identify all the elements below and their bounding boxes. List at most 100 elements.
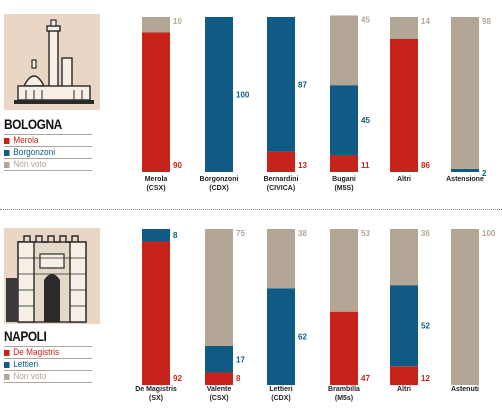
- bar-segment: [267, 151, 295, 172]
- bar-value-label: 11: [361, 161, 370, 170]
- category-label: Altri: [397, 176, 411, 183]
- bar-value-label: 13: [298, 161, 307, 170]
- napoli-castle-illustration: [4, 228, 100, 324]
- bar-segment: [330, 311, 358, 385]
- category-label: De Magistris: [135, 386, 177, 393]
- bar-value-label: 86: [421, 161, 430, 170]
- bar-value-label: 100: [482, 229, 496, 238]
- towers-icon: [4, 14, 100, 110]
- category-label: (CDX): [271, 395, 290, 402]
- legend-swatch: [4, 162, 10, 168]
- section-divider: [0, 209, 502, 210]
- category-label: Lettieri: [269, 386, 292, 393]
- bar-segment: [390, 17, 418, 39]
- category-label: Altri: [397, 386, 411, 393]
- category-label: (M5S): [334, 185, 353, 192]
- bar-value-label: 12: [421, 374, 430, 383]
- bar-value-label: 8: [173, 231, 178, 240]
- legend-label: Lettieri: [13, 359, 39, 369]
- bar-value-label: 53: [361, 229, 370, 238]
- bar-value-label: 87: [298, 80, 307, 89]
- bar-value-label: 92: [173, 374, 182, 383]
- bar-segment: [142, 32, 170, 172]
- bologna-panel: BOLOGNA Merola Borgonzoni Non voto 90 10 M…: [0, 0, 502, 205]
- bar-segment: [330, 154, 358, 172]
- legend-item: Non voto: [4, 370, 93, 383]
- bar-segment: [205, 346, 233, 373]
- legend-swatch: [4, 362, 10, 368]
- bar-value-label: 36: [421, 229, 430, 238]
- category-label: (CSX): [209, 395, 228, 402]
- legend-item: Borgonzoni: [4, 146, 93, 158]
- legend-label: Merola: [13, 135, 39, 145]
- legend-item: Lettieri: [4, 358, 93, 370]
- bar-value-label: 52: [421, 322, 430, 331]
- bar-segment: [330, 15, 358, 86]
- bar-segment: [451, 168, 479, 172]
- category-label: Bugani: [332, 176, 356, 183]
- bar-value-label: 62: [298, 333, 307, 342]
- category-label: (CDX): [209, 185, 228, 192]
- bar-value-label: 8: [236, 374, 241, 383]
- legend-swatch: [4, 374, 10, 380]
- bologna-towers-illustration: [4, 14, 100, 110]
- legend-swatch: [4, 350, 10, 356]
- legend-item: De Magistris: [4, 346, 93, 358]
- legend-swatch: [4, 138, 10, 144]
- category-label: Bernardini: [263, 176, 298, 183]
- category-label: (M5s): [335, 395, 353, 402]
- bar-value-label: 75: [236, 229, 245, 238]
- bar-segment: [330, 229, 358, 312]
- bar-segment: [205, 229, 233, 346]
- bar-value-label: 45: [361, 116, 370, 125]
- legend-label: Non voto: [13, 159, 47, 169]
- bar-segment: [267, 17, 295, 152]
- bar-segment: [390, 229, 418, 286]
- category-label: (SX): [149, 395, 163, 402]
- bar-value-label: 10: [173, 17, 182, 26]
- bar-value-label: 2: [482, 169, 487, 178]
- bar-segment: [267, 288, 295, 385]
- bar-segment: [267, 229, 295, 289]
- legend-item: Merola: [4, 134, 93, 146]
- bar-value-label: 90: [173, 161, 182, 170]
- napoli-stacked-bar-chart: 92 8 De Magistris (SX) 8 17 75 Valente (CSX) 62 38…: [135, 229, 496, 402]
- legend-napoli: De Magistris Lettieri Non voto: [4, 346, 100, 383]
- bologna-stacked-bar-chart: 90 10 Merola (CSX) 100 Borgonzoni (CDX) 13 87 Ber…: [142, 15, 491, 192]
- category-label: (CIVICA): [267, 185, 295, 192]
- castle-icon: [4, 228, 100, 324]
- bar-segment: [390, 38, 418, 173]
- city-title-napoli: NAPOLI: [4, 328, 47, 344]
- category-label: (CSX): [146, 185, 165, 192]
- bar-segment: [205, 17, 233, 172]
- napoli-panel: NAPOLI De Magistris Lettieri Non voto 92…: [0, 210, 502, 420]
- bar-value-label: 17: [236, 355, 245, 364]
- category-label: Astensione: [446, 176, 484, 183]
- bar-segment: [330, 85, 358, 155]
- bar-segment: [142, 17, 170, 33]
- city-title-bologna: BOLOGNA: [4, 116, 62, 132]
- legend-item: Non voto: [4, 158, 93, 171]
- bar-segment: [390, 285, 418, 367]
- bar-segment: [390, 366, 418, 385]
- bar-value-label: 100: [236, 91, 250, 100]
- category-label: Astenuti: [451, 386, 479, 393]
- category-label: Merola: [145, 176, 168, 183]
- legend-label: Borgonzoni: [13, 147, 56, 157]
- bar-segment: [142, 229, 170, 242]
- category-label: Brambilla: [328, 386, 360, 393]
- legend-label: De Magistris: [13, 347, 60, 357]
- legend-bologna: Merola Borgonzoni Non voto: [4, 134, 100, 171]
- bar-value-label: 47: [361, 374, 370, 383]
- legend-swatch: [4, 150, 10, 156]
- bar-value-label: 98: [482, 17, 491, 26]
- bar-value-label: 14: [421, 17, 430, 26]
- category-label: Borgonzoni: [200, 176, 239, 183]
- bar-segment: [451, 229, 479, 385]
- legend-label: Non voto: [13, 371, 47, 381]
- bar-segment: [142, 241, 170, 385]
- bar-value-label: 45: [361, 15, 370, 24]
- bar-segment: [205, 372, 233, 385]
- category-label: Valente: [207, 386, 232, 393]
- bar-segment: [451, 17, 479, 169]
